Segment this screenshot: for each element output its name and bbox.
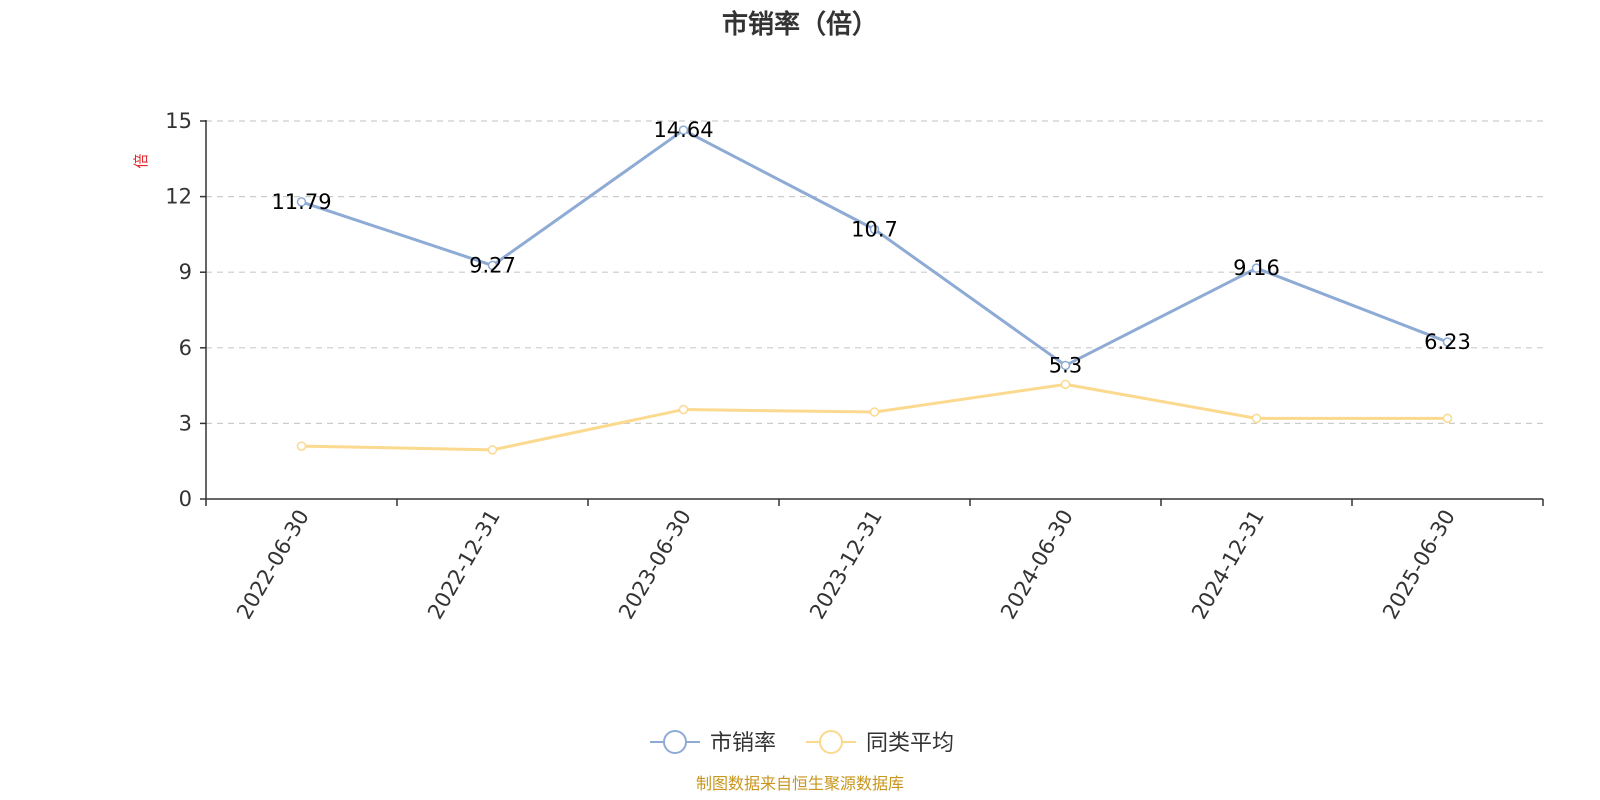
series-1-point-2 (678, 404, 689, 415)
axes (205, 120, 1543, 500)
data-label-6: 6.23 (1424, 330, 1471, 354)
series-0-point-0 (296, 197, 307, 207)
x-tick-label-2022-12-31: 2022-12-31 (423, 506, 505, 624)
y-tick-label-9: 9 (179, 260, 192, 284)
legend-label-1: 同类平均 (866, 731, 954, 756)
series-1-point-1 (487, 445, 498, 455)
series-0-point-2 (678, 125, 689, 135)
x-tick-label-2023-06-30: 2023-06-30 (614, 506, 696, 624)
y-tick-label-6: 6 (179, 336, 192, 360)
y-tick-label-3: 3 (179, 411, 192, 435)
series-0-point-3 (869, 224, 880, 235)
gridlines (206, 120, 1543, 424)
y-tick-label-0: 0 (179, 487, 192, 511)
legend-item-1[interactable]: 同类平均 (806, 730, 954, 756)
x-tick-label-2022-06-30: 2022-06-30 (232, 506, 314, 624)
data-label-1: 9.27 (469, 253, 516, 277)
data-label-4: 5.3 (1049, 353, 1082, 377)
x-tick-label-2025-06-30: 2025-06-30 (1378, 506, 1460, 624)
data-labels: 11.79 9.27 14.64 10.7 5.3 9.16 6.23 (271, 118, 1470, 377)
legend-marker-0 (663, 730, 687, 754)
y-axis-unit-label: 倍 (132, 153, 150, 168)
series-line-1 (300, 382, 1449, 452)
data-label-2: 14.64 (653, 118, 713, 142)
data-label-0: 11.79 (271, 190, 331, 214)
legend-item-0[interactable]: 市销率 (650, 730, 776, 756)
y-tick-label-12: 12 (165, 185, 192, 209)
legend-label-0: 市销率 (710, 731, 776, 756)
legend[interactable]: 市销率 同类平均 (650, 730, 954, 756)
series-1-point-3 (869, 407, 880, 417)
x-axis-ticks: 2022-06-30 2022-12-31 2023-06-30 2023-12-31… (205, 499, 1544, 624)
series-1-point-5 (1251, 413, 1262, 424)
x-tick-label-2023-12-31: 2023-12-31 (805, 506, 887, 624)
series-line-0 (300, 128, 1449, 367)
series-0-point-6 (1442, 337, 1453, 347)
y-tick-label-15: 15 (165, 109, 192, 133)
series-1-point-6 (1442, 413, 1453, 424)
series-1-point-0 (296, 441, 307, 451)
legend-marker-1 (819, 730, 843, 754)
data-label-3: 10.7 (851, 217, 898, 241)
series-0-point-5 (1251, 263, 1262, 273)
series-0-point-4 (1060, 360, 1071, 371)
series-1-point-4 (1060, 379, 1071, 390)
chart-title: 市销率（倍） (722, 9, 878, 40)
x-tick-label-2024-06-30: 2024-06-30 (996, 506, 1078, 624)
series-0-point-1 (487, 260, 498, 271)
data-label-5: 9.16 (1233, 256, 1280, 280)
source-note: 制图数据来自恒生聚源数据库 (696, 774, 904, 793)
x-tick-label-2024-12-31: 2024-12-31 (1187, 506, 1269, 624)
y-axis-ticks: 0 3 6 9 12 15 (165, 109, 206, 511)
series-layer (296, 125, 1453, 455)
